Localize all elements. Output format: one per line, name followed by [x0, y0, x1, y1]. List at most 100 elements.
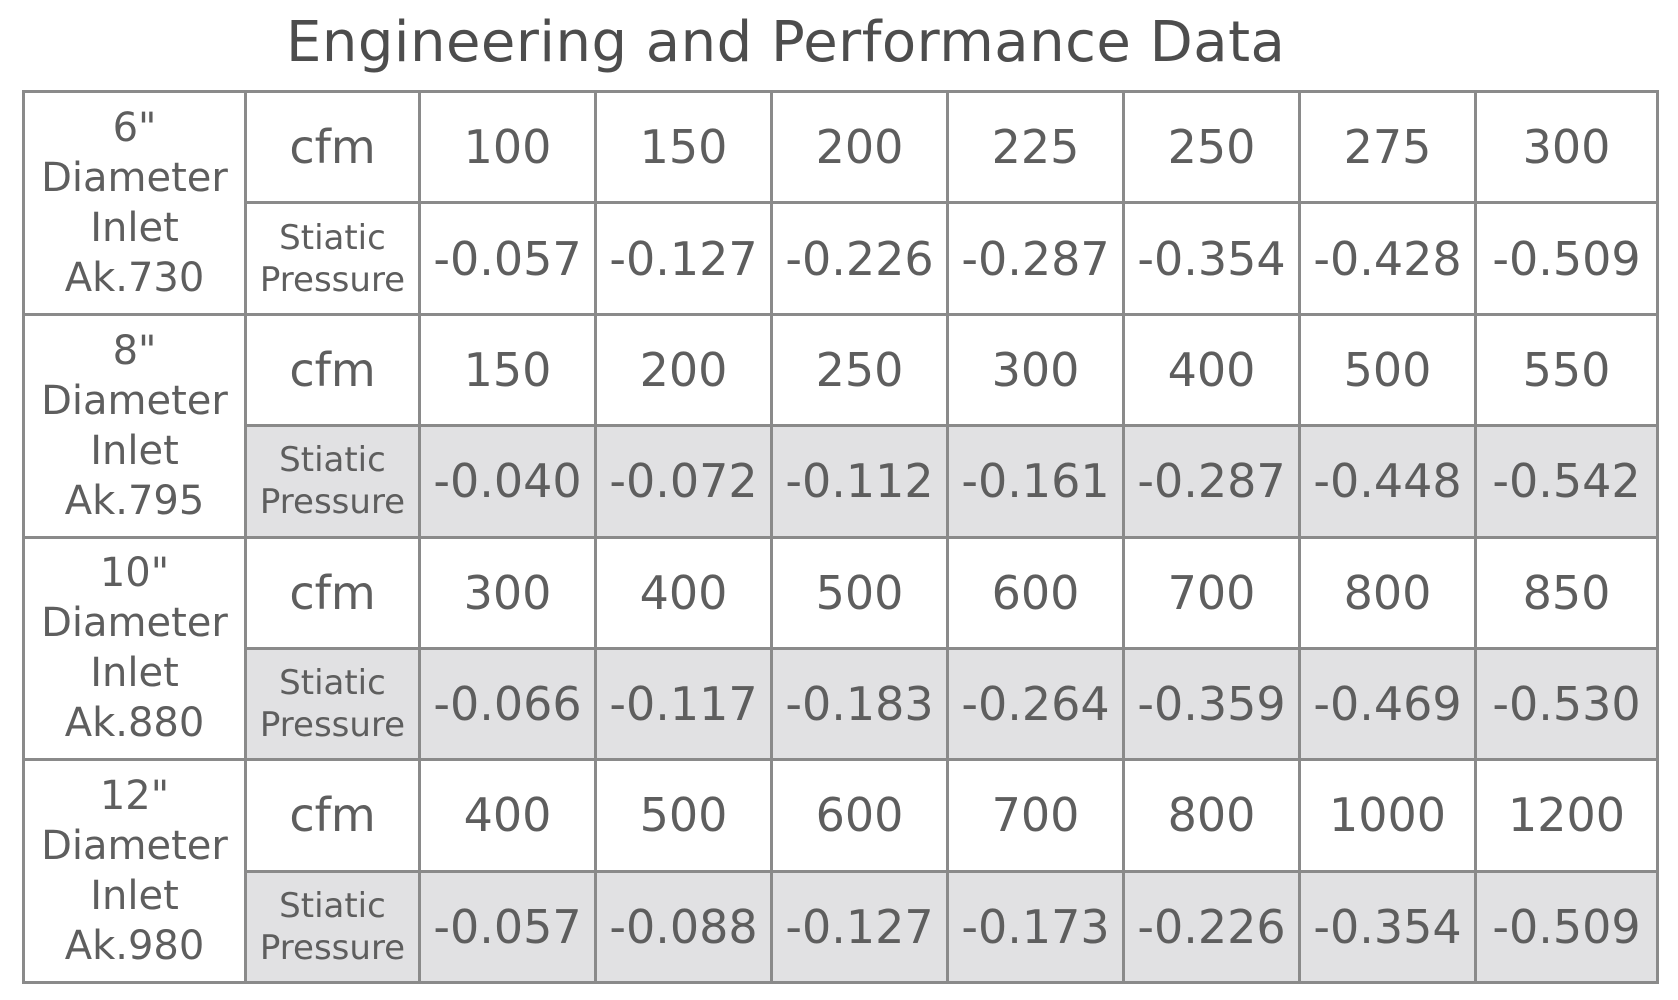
static-pressure-label-line2: Pressure	[259, 482, 406, 523]
static-pressure-value-cell: -0.112	[770, 424, 949, 539]
inlet-model-cell: 12" Diameter Inlet Ak.980	[22, 758, 247, 984]
static-pressure-value-cell: -0.448	[1298, 424, 1477, 539]
inlet-model-size: 6"	[112, 104, 157, 151]
inlet-model-model: Ak.730	[64, 254, 205, 301]
static-pressure-value-cell: -0.057	[418, 201, 597, 316]
static-pressure-value-cell: -0.173	[946, 869, 1125, 985]
inlet-model-size: 10"	[99, 550, 170, 597]
cfm-value-cell: 600	[770, 758, 949, 873]
cfm-value-cell: 500	[594, 758, 773, 873]
cfm-value-cell: 800	[1298, 535, 1477, 650]
cfm-value-cell: 275	[1298, 89, 1477, 205]
static-pressure-value-cell: -0.287	[1122, 424, 1301, 539]
static-pressure-value-cell: -0.542	[1474, 424, 1659, 539]
static-pressure-label-line1: Stiatic	[279, 440, 386, 481]
table-row-cfm: 8" Diameter Inlet Ak.795 cfm 150 200 250 300 400 5…	[22, 312, 1659, 539]
cfm-value-cell: 400	[594, 535, 773, 650]
inlet-model-line3: Inlet	[90, 650, 179, 697]
static-pressure-label: Stiatic Pressure	[244, 201, 421, 316]
cfm-value-cell: 250	[1122, 89, 1301, 205]
cfm-value-cell: 200	[594, 312, 773, 428]
inlet-model-size: 8"	[112, 327, 157, 374]
cfm-value-cell: 500	[1298, 312, 1477, 428]
static-pressure-value-cell: -0.226	[770, 201, 949, 316]
static-pressure-label-line1: Stiatic	[279, 885, 386, 926]
static-pressure-value-cell: -0.057	[418, 869, 597, 985]
cfm-value-cell: 100	[418, 89, 597, 205]
table-row-cfm: 12" Diameter Inlet Ak.980 cfm 400 500 600 700 800…	[22, 758, 1659, 984]
table-row-static-pressure: Stiatic Pressure -0.057 -0.088 -0.127 -0.173-…	[24, 869, 1659, 985]
static-pressure-value-cell: -0.066	[418, 646, 597, 762]
static-pressure-label-line2: Pressure	[259, 705, 406, 746]
cfm-value-cell: 225	[946, 89, 1125, 205]
static-pressure-value-cell: -0.117	[594, 646, 773, 762]
cfm-value-cell: 700	[1122, 535, 1301, 650]
cfm-value-cell: 150	[594, 89, 773, 205]
cfm-label: cfm	[244, 758, 421, 873]
static-pressure-value-cell: -0.040	[418, 424, 597, 539]
static-pressure-value-cell: -0.287	[946, 201, 1125, 316]
static-pressure-value-cell: -0.530	[1474, 646, 1659, 762]
inlet-model-line2: Diameter	[41, 154, 228, 201]
inlet-model-line3: Inlet	[90, 873, 179, 920]
table-row-static-pressure: Stiatic Pressure -0.040 -0.072 -0.112 -0.161-…	[24, 424, 1659, 539]
static-pressure-label: Stiatic Pressure	[244, 869, 421, 985]
inlet-model-model: Ak.980	[64, 923, 205, 970]
cfm-value-cell: 1200	[1474, 758, 1659, 873]
inlet-model-model: Ak.880	[64, 700, 205, 747]
cfm-value-cell: 550	[1474, 312, 1659, 428]
cfm-value-cell: 400	[418, 758, 597, 873]
static-pressure-label: Stiatic Pressure	[244, 424, 421, 539]
static-pressure-value-cell: -0.359	[1122, 646, 1301, 762]
cfm-value-cell: 300	[1474, 89, 1659, 205]
inlet-model-cell: 6" Diameter Inlet Ak.730	[22, 90, 247, 316]
static-pressure-label-line1: Stiatic	[279, 217, 386, 258]
inlet-model-line2: Diameter	[41, 823, 228, 870]
inlet-model-size: 12"	[99, 773, 170, 820]
inlet-model-line2: Diameter	[41, 600, 228, 647]
cfm-value-cell: 300	[946, 312, 1125, 428]
static-pressure-value-cell: -0.469	[1298, 646, 1477, 762]
static-pressure-value-cell: -0.161	[946, 424, 1125, 539]
cfm-value-cell: 150	[418, 312, 597, 428]
cfm-value-cell: 700	[946, 758, 1125, 873]
static-pressure-value-cell: -0.509	[1474, 869, 1659, 985]
cfm-value-cell: 850	[1474, 535, 1659, 650]
cfm-label: cfm	[244, 89, 421, 205]
static-pressure-value-cell: -0.088	[594, 869, 773, 985]
table-row-cfm: 10" Diameter Inlet Ak.880 cfm 300 400 500 600 700…	[22, 535, 1659, 762]
cfm-value-cell: 250	[770, 312, 949, 428]
inlet-model-line3: Inlet	[90, 204, 179, 251]
cfm-value-cell: 400	[1122, 312, 1301, 428]
table-row-static-pressure: Stiatic Pressure -0.066 -0.117 -0.183 -0.264-…	[24, 646, 1659, 762]
table-row-static-pressure: Stiatic Pressure -0.057 -0.127 -0.226 -0.287-…	[24, 201, 1659, 316]
static-pressure-label: Stiatic Pressure	[244, 646, 421, 762]
cfm-value-cell: 600	[946, 535, 1125, 650]
inlet-model-model: Ak.795	[64, 477, 205, 524]
static-pressure-value-cell: -0.127	[594, 201, 773, 316]
table-row-cfm: 6" Diameter Inlet Ak.730 cfm 100 150 200 225 250 2…	[22, 89, 1659, 316]
static-pressure-value-cell: -0.264	[946, 646, 1125, 762]
performance-table: 6" Diameter Inlet Ak.730 cfm 100 150 200 225 250 2…	[22, 89, 1659, 985]
static-pressure-value-cell: -0.226	[1122, 869, 1301, 985]
static-pressure-label-line2: Pressure	[259, 927, 406, 968]
inlet-model-cell: 8" Diameter Inlet Ak.795	[22, 312, 247, 539]
cfm-label: cfm	[244, 312, 421, 428]
static-pressure-value-cell: -0.183	[770, 646, 949, 762]
page-title: Engineering and Performance Data	[286, 10, 1286, 75]
cfm-value-cell: 800	[1122, 758, 1301, 873]
cfm-label: cfm	[244, 535, 421, 650]
cfm-value-cell: 500	[770, 535, 949, 650]
static-pressure-value-cell: -0.072	[594, 424, 773, 539]
static-pressure-label-line1: Stiatic	[279, 663, 386, 704]
cfm-value-cell: 200	[770, 89, 949, 205]
performance-table-body: 6" Diameter Inlet Ak.730 cfm 100 150 200 225 250 2…	[22, 89, 1659, 985]
static-pressure-label-line2: Pressure	[259, 259, 406, 300]
inlet-model-line3: Inlet	[90, 427, 179, 474]
static-pressure-value-cell: -0.428	[1298, 201, 1477, 316]
static-pressure-value-cell: -0.127	[770, 869, 949, 985]
inlet-model-cell: 10" Diameter Inlet Ak.880	[22, 535, 247, 762]
cfm-value-cell: 1000	[1298, 758, 1477, 873]
cfm-value-cell: 300	[418, 535, 597, 650]
static-pressure-value-cell: -0.509	[1474, 201, 1659, 316]
